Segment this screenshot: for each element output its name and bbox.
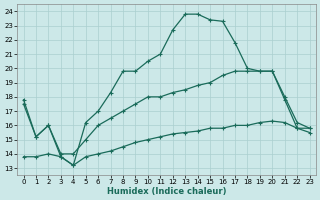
X-axis label: Humidex (Indice chaleur): Humidex (Indice chaleur)	[107, 187, 226, 196]
